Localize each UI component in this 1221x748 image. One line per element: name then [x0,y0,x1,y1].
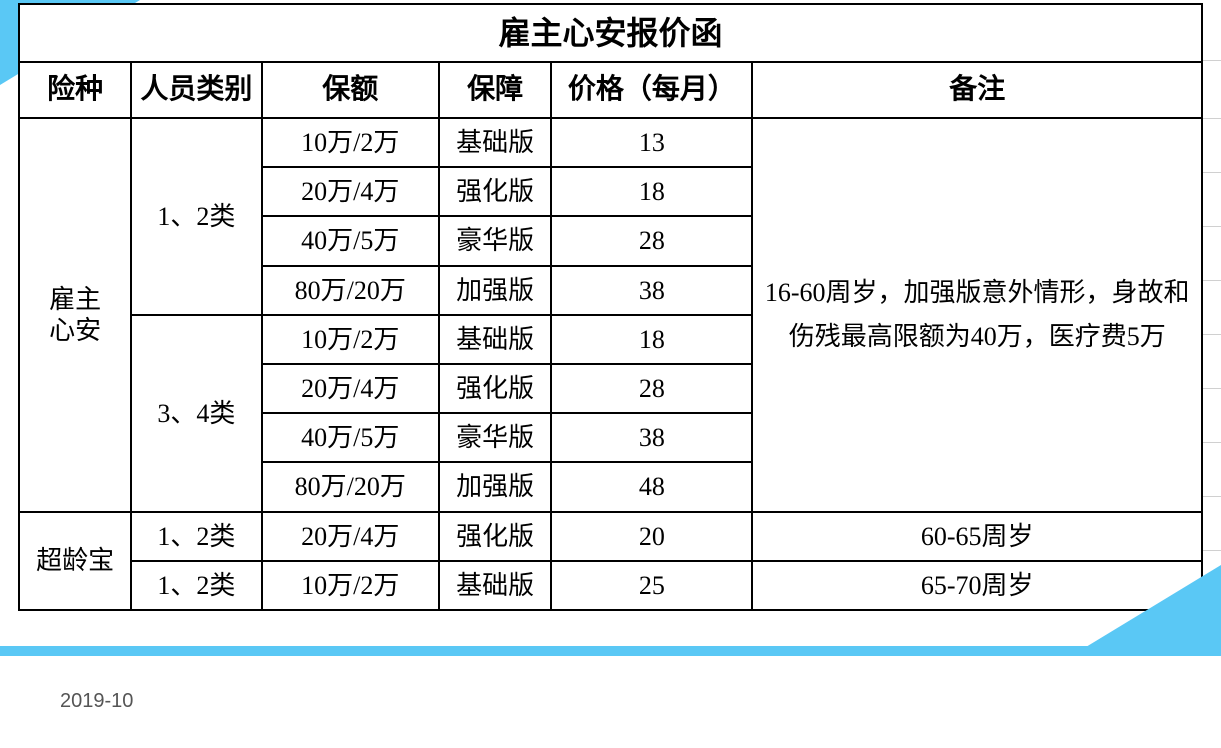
coverage-cell: 40万/5万 [262,413,439,462]
price-cell: 48 [551,462,752,511]
coverage-cell: 80万/20万 [262,462,439,511]
plan-cell: 加强版 [439,462,551,511]
price-cell: 25 [551,561,752,610]
notes-cell: 60-65周岁 [752,512,1202,561]
table-wrapper: 雇主心安报价函 险种 人员类别 保额 保障 价格（每月） 备注 雇主 心安 1、… [18,3,1203,611]
price-cell: 38 [551,266,752,315]
plan-cell: 强化版 [439,167,551,216]
header-insurance: 险种 [19,62,131,118]
category-cell: 1、2类 [131,118,261,315]
plan-cell: 加强版 [439,266,551,315]
title-row: 雇主心安报价函 [19,4,1202,62]
header-plan: 保障 [439,62,551,118]
category-cell: 1、2类 [131,512,261,561]
header-coverage: 保额 [262,62,439,118]
footer-date: 2019-10 [60,690,133,713]
notes-cell: 16-60周岁，加强版意外情形，身故和伤残最高限额为40万，医疗费5万 [752,118,1202,512]
coverage-cell: 20万/4万 [262,364,439,413]
category-cell: 1、2类 [131,561,261,610]
table-title: 雇主心安报价函 [19,4,1202,62]
coverage-cell: 80万/20万 [262,266,439,315]
corner-br-decoration [1081,565,1221,650]
plan-cell: 基础版 [439,315,551,364]
price-cell: 28 [551,216,752,265]
plan-cell: 强化版 [439,364,551,413]
price-cell: 20 [551,512,752,561]
price-cell: 28 [551,364,752,413]
coverage-cell: 40万/5万 [262,216,439,265]
price-cell: 18 [551,315,752,364]
plan-cell: 基础版 [439,561,551,610]
price-cell: 38 [551,413,752,462]
plan-cell: 豪华版 [439,216,551,265]
table-row: 1、2类 10万/2万 基础版 25 65-70周岁 [19,561,1202,610]
plan-cell: 豪华版 [439,413,551,462]
header-row: 险种 人员类别 保额 保障 价格（每月） 备注 [19,62,1202,118]
bottom-bar-decoration [0,646,1221,656]
table-row: 超龄宝 1、2类 20万/4万 强化版 20 60-65周岁 [19,512,1202,561]
coverage-cell: 10万/2万 [262,561,439,610]
header-category: 人员类别 [131,62,261,118]
plan-cell: 基础版 [439,118,551,167]
header-notes: 备注 [752,62,1202,118]
category-cell: 3、4类 [131,315,261,512]
coverage-cell: 10万/2万 [262,118,439,167]
price-cell: 13 [551,118,752,167]
pricing-table: 雇主心安报价函 险种 人员类别 保额 保障 价格（每月） 备注 雇主 心安 1、… [18,3,1203,611]
insurance-cell: 超龄宝 [19,512,131,610]
table-row: 雇主 心安 1、2类 10万/2万 基础版 13 16-60周岁，加强版意外情形… [19,118,1202,167]
price-cell: 18 [551,167,752,216]
plan-cell: 强化版 [439,512,551,561]
coverage-cell: 20万/4万 [262,167,439,216]
slide: 雇主心安报价函 险种 人员类别 保额 保障 价格（每月） 备注 雇主 心安 1、… [0,0,1221,748]
coverage-cell: 20万/4万 [262,512,439,561]
insurance-cell: 雇主 心安 [19,118,131,512]
header-price: 价格（每月） [551,62,752,118]
coverage-cell: 10万/2万 [262,315,439,364]
